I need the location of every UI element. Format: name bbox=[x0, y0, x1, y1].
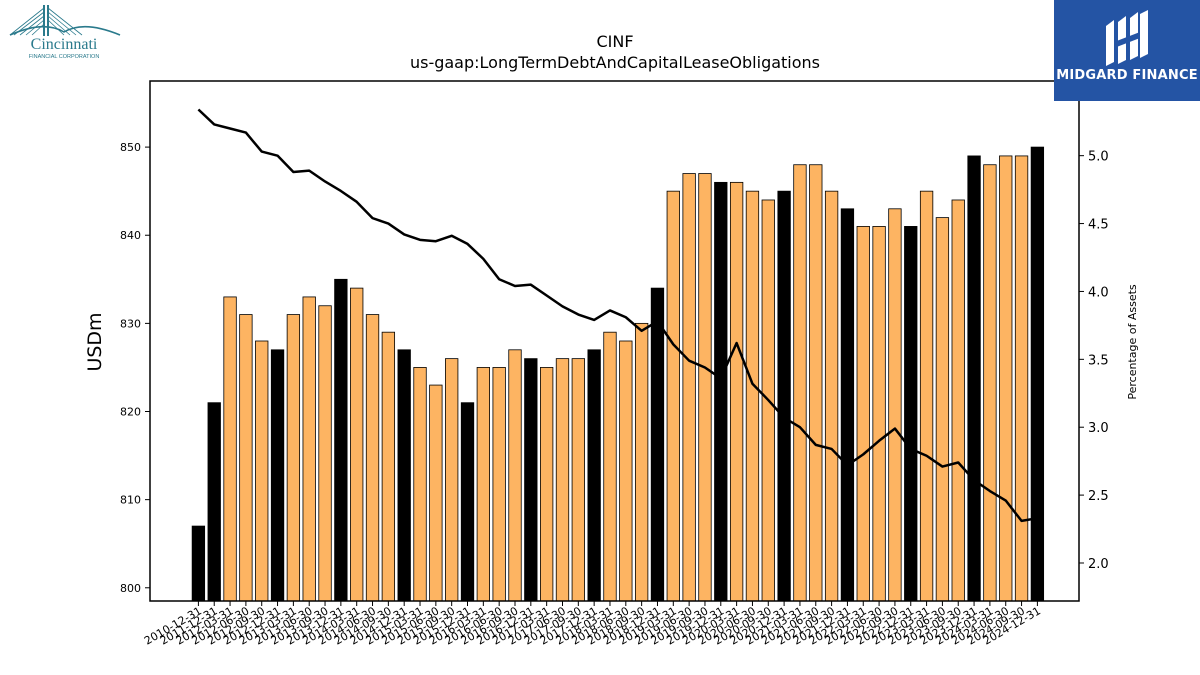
bar-2021-12-31 bbox=[840, 208, 855, 602]
y-right-tick-label: 4.5 bbox=[1088, 218, 1109, 233]
y-left-tick-label: 830 bbox=[120, 317, 141, 330]
y-right-tick-label: 5.0 bbox=[1088, 150, 1109, 165]
bar-2010-12-31 bbox=[191, 525, 206, 602]
bar-2015-09-30 bbox=[445, 358, 459, 602]
bar-2014-03-31 bbox=[350, 287, 364, 602]
bars-layer bbox=[191, 146, 1045, 602]
y-right-tick-label: 3.5 bbox=[1088, 353, 1109, 368]
y-axis-left-label: USDm bbox=[84, 312, 106, 371]
bar-2024-03-31 bbox=[983, 164, 997, 602]
bar-2018-12-31 bbox=[650, 287, 665, 602]
bridge-icon: Cincinnati FINANCIAL CORPORATION bbox=[9, 5, 121, 60]
bar-2022-09-30 bbox=[888, 208, 902, 602]
bar-2019-12-31 bbox=[714, 181, 728, 602]
chart-subtitle: us-gaap:LongTermDebtAndCapitalLeaseOblig… bbox=[410, 53, 820, 72]
bar-2013-09-30 bbox=[318, 305, 332, 602]
bar-2012-12-31 bbox=[270, 349, 285, 602]
bar-2016-09-30 bbox=[508, 349, 522, 602]
bar-2011-12-31 bbox=[207, 402, 221, 602]
bar-2013-06-30 bbox=[302, 296, 316, 602]
bar-2023-12-31 bbox=[967, 155, 981, 602]
bar-2015-03-31 bbox=[413, 367, 427, 602]
bar-2023-06-30 bbox=[935, 217, 950, 602]
bar-2017-06-30 bbox=[555, 358, 570, 602]
y-left-tick-label: 800 bbox=[120, 582, 141, 595]
chart-title: CINF bbox=[596, 32, 633, 51]
bar-2019-09-30 bbox=[698, 173, 712, 602]
bar-2018-06-30 bbox=[619, 340, 633, 602]
y-left-tick-label: 850 bbox=[120, 141, 141, 154]
bar-2014-09-30 bbox=[381, 331, 396, 602]
bar-2016-06-30 bbox=[492, 367, 506, 602]
bar-2024-09-30 bbox=[1014, 155, 1029, 602]
bar-2024-06-30 bbox=[999, 155, 1013, 602]
bar-2012-06-30 bbox=[239, 314, 253, 602]
bar-2022-06-30 bbox=[872, 226, 886, 602]
bar-2018-03-31 bbox=[603, 331, 617, 602]
y-left-tick-label: 840 bbox=[120, 229, 141, 242]
midgard-finance-logo-text: MIDGARD FINANCE bbox=[1056, 68, 1198, 83]
bar-2014-06-30 bbox=[365, 314, 380, 602]
y-right-tick-label: 2.5 bbox=[1088, 489, 1109, 504]
bar-2021-06-30 bbox=[809, 164, 823, 602]
bar-2014-12-31 bbox=[397, 349, 411, 602]
bar-2020-12-31 bbox=[777, 190, 791, 602]
cincinnati-logo-text: Cincinnati bbox=[31, 36, 98, 53]
bar-2021-03-31 bbox=[793, 164, 807, 602]
bar-2015-06-30 bbox=[429, 384, 443, 602]
cincinnati-logo-subtext: FINANCIAL CORPORATION bbox=[29, 54, 100, 60]
bar-2016-03-31 bbox=[476, 367, 490, 602]
bar-2024-12-31 bbox=[1030, 146, 1045, 602]
bar-2019-06-30 bbox=[682, 173, 696, 602]
bar-2016-12-31 bbox=[524, 358, 538, 602]
bar-2022-03-31 bbox=[856, 226, 870, 602]
bar-2013-03-31 bbox=[286, 314, 301, 602]
bar-2017-12-31 bbox=[587, 349, 601, 602]
bar-2023-09-30 bbox=[951, 199, 965, 602]
y-left-tick-label: 810 bbox=[120, 494, 141, 507]
bar-2021-09-30 bbox=[824, 190, 839, 602]
midgard-finance-logo: MIDGARD FINANCE bbox=[1054, 0, 1200, 101]
bar-2017-09-30 bbox=[571, 358, 585, 602]
bar-2017-03-31 bbox=[540, 367, 554, 602]
y-axis-right-label: Percentage of Assets bbox=[1126, 284, 1139, 400]
series-line bbox=[197, 108, 1038, 523]
y-left-tick-label: 820 bbox=[120, 406, 141, 419]
y-right-tick-label: 2.0 bbox=[1088, 557, 1109, 572]
plot-frame bbox=[149, 80, 1080, 602]
cincinnati-logo: Cincinnati FINANCIAL CORPORATION bbox=[4, 2, 124, 60]
y-right-tick-label: 3.0 bbox=[1088, 421, 1109, 436]
y-right-tick-label: 4.0 bbox=[1088, 285, 1109, 300]
bar-2020-03-31 bbox=[729, 181, 744, 602]
x-axis: 2010-12-312011-12-312012-03-312012-06-30… bbox=[142, 601, 1043, 648]
bar-2022-12-31 bbox=[904, 226, 918, 602]
bar-2018-09-30 bbox=[634, 322, 649, 602]
bar-2013-12-31 bbox=[334, 278, 348, 602]
bar-2012-03-31 bbox=[223, 296, 237, 602]
y-axis-right: 2.0 2.5 3.0 3.5 4.0 4.5 5.0 bbox=[1079, 150, 1109, 572]
line-layer bbox=[197, 108, 1038, 523]
bar-2023-03-31 bbox=[919, 190, 934, 602]
bar-2020-06-30 bbox=[745, 190, 760, 602]
y-axis-left: 800 810 820 830 840 850 bbox=[120, 141, 150, 595]
bar-2015-12-31 bbox=[460, 402, 475, 602]
bar-2019-03-31 bbox=[666, 190, 680, 602]
midgard-emblem-icon bbox=[1106, 10, 1148, 66]
bar-2012-09-30 bbox=[255, 340, 269, 602]
